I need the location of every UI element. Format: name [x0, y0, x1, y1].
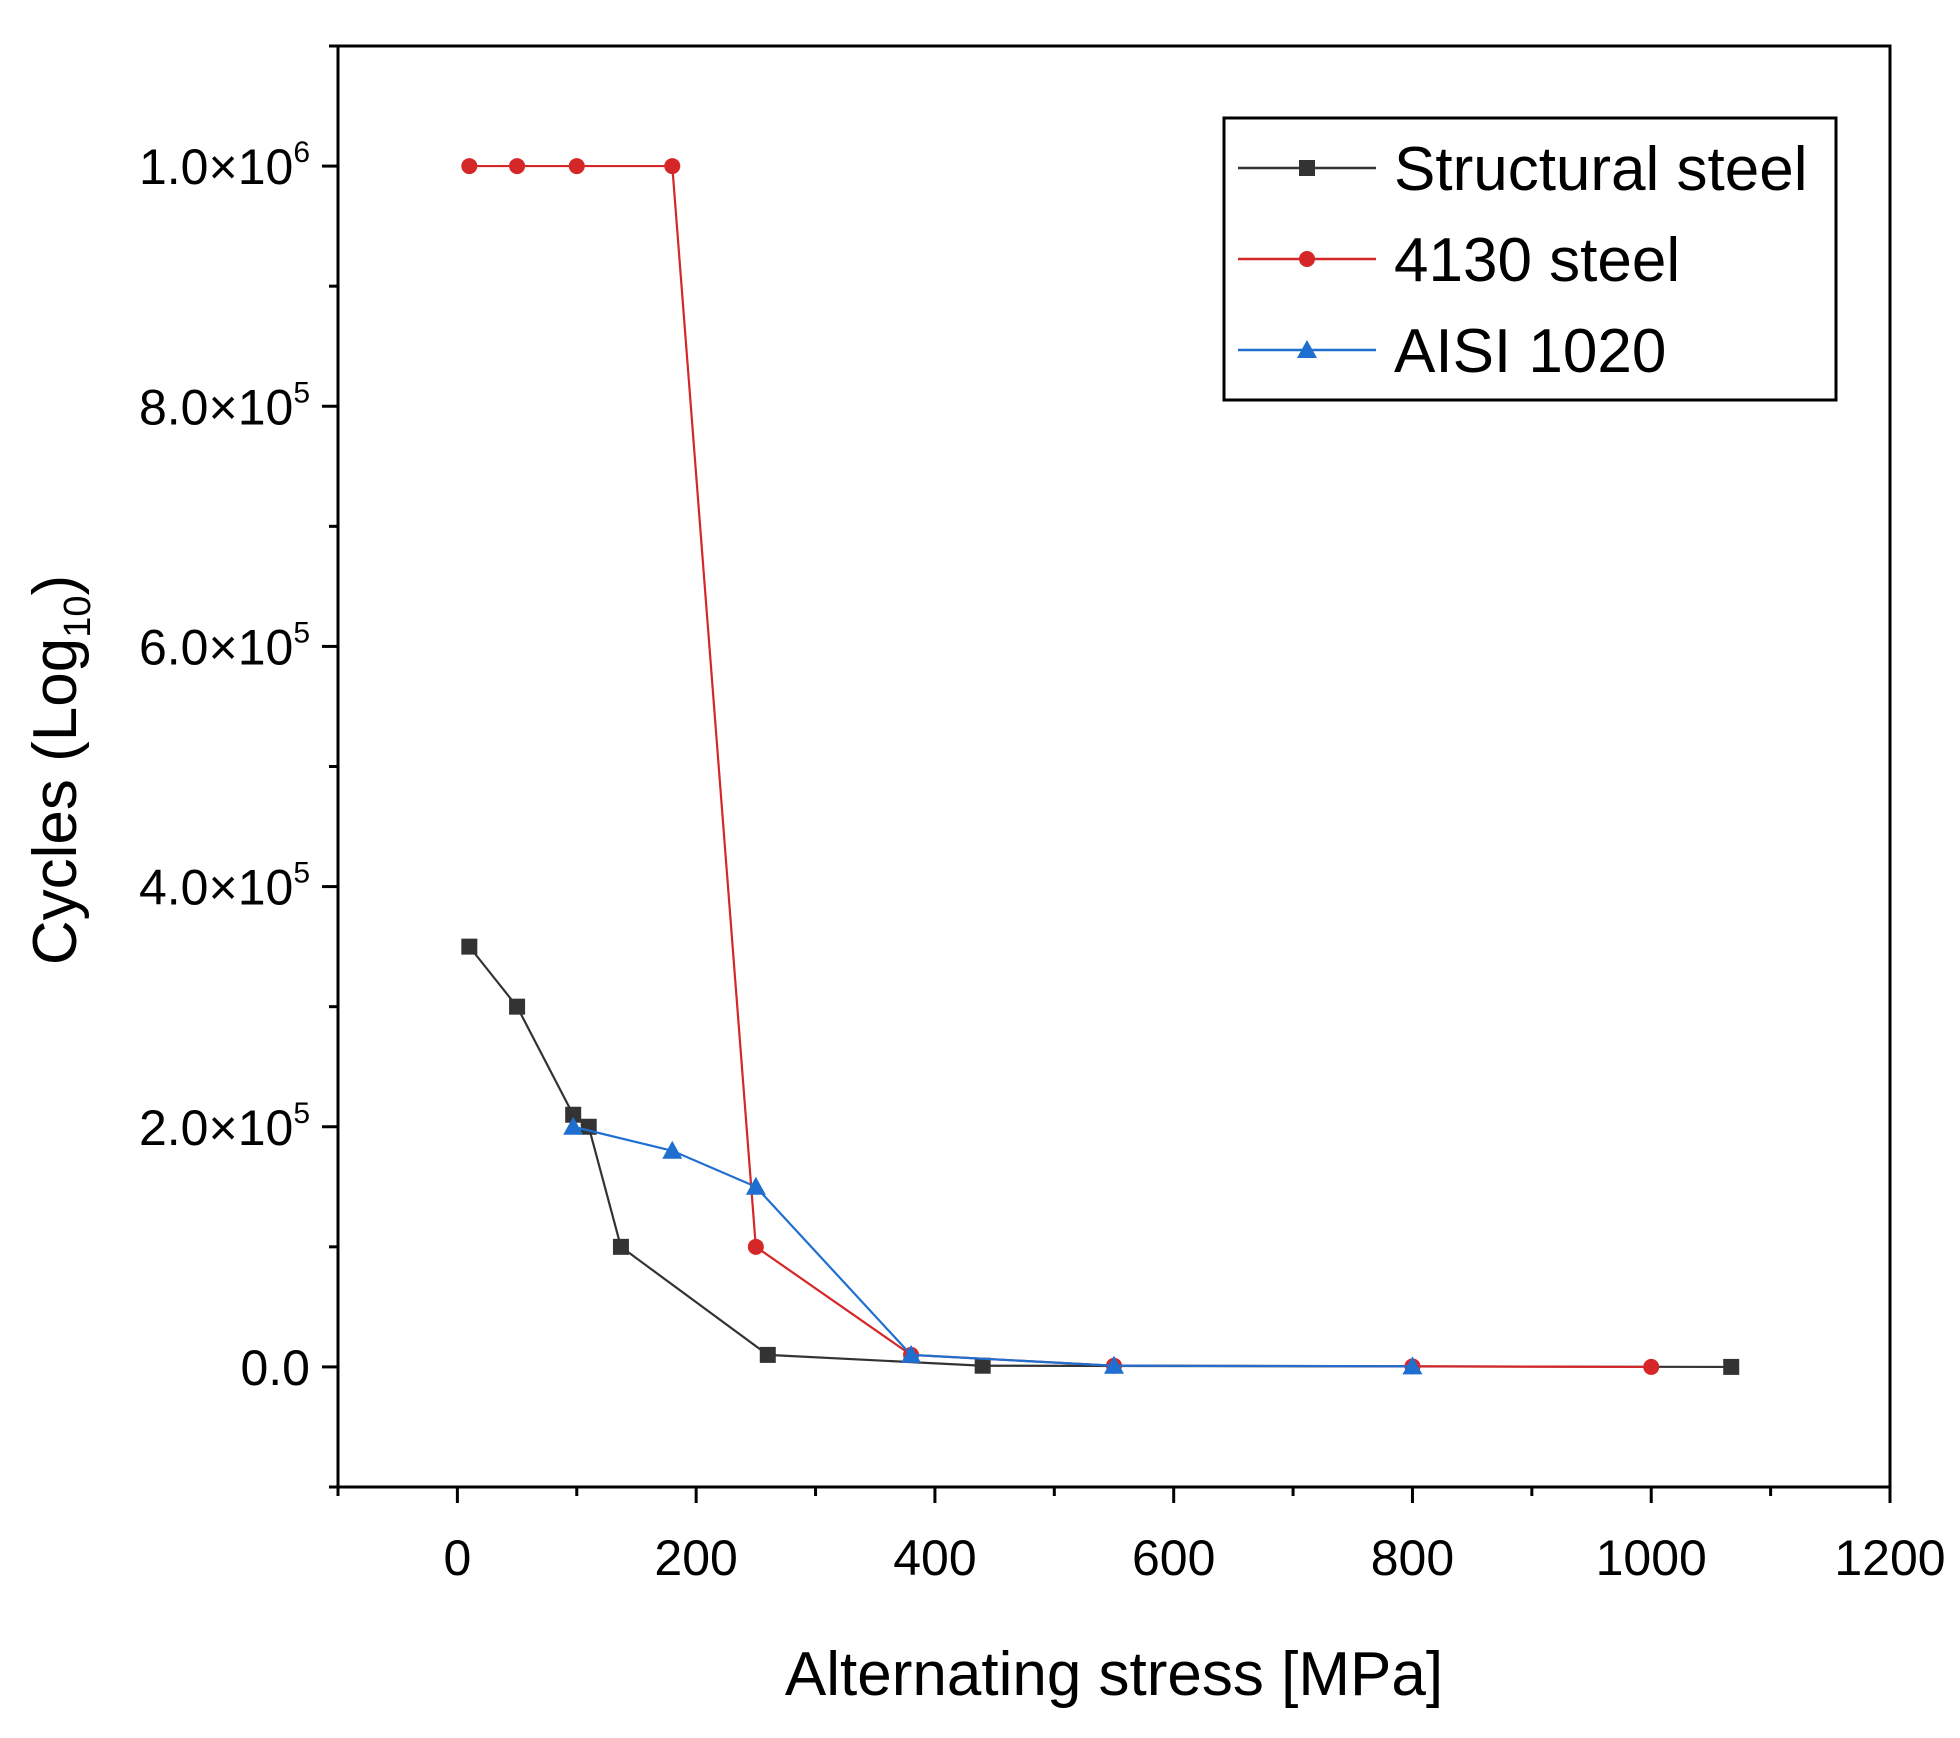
data-point	[664, 158, 681, 175]
data-point	[747, 1238, 764, 1255]
x-tick-label: 800	[1371, 1530, 1454, 1586]
legend-marker	[1299, 160, 1315, 176]
series-line	[468, 945, 1732, 1369]
data-point	[1643, 1358, 1660, 1375]
data-point	[509, 158, 526, 175]
y-tick-label: 2.0×105	[139, 1097, 310, 1156]
series-line	[572, 1125, 1413, 1368]
legend-label: 4130 steel	[1394, 226, 1680, 295]
data-point	[974, 1357, 991, 1374]
data-point	[565, 1106, 582, 1123]
data-point	[461, 158, 478, 175]
legend-marker	[1297, 340, 1317, 358]
x-tick-label: 600	[1132, 1530, 1215, 1586]
legend: Structural steel 4130 steel AISI 1020	[1222, 116, 1838, 402]
x-tick-label: 1000	[1596, 1530, 1707, 1586]
x-tick-label: 200	[654, 1530, 737, 1586]
y-axis-title: Cycles (Log10)	[21, 575, 99, 965]
data-point	[662, 1140, 683, 1159]
data-point	[568, 158, 585, 175]
data-point	[563, 1116, 584, 1135]
series-2	[563, 1116, 1423, 1375]
data-point	[1402, 1356, 1423, 1375]
legend-label: Structural steel	[1394, 135, 1808, 204]
series-0	[461, 938, 1740, 1375]
y-tick-label: 1.0×106	[139, 136, 310, 195]
x-tick-label: 1200	[1834, 1530, 1945, 1586]
x-tick-label: 400	[893, 1530, 976, 1586]
data-point	[509, 998, 526, 1015]
y-axis-title-close: )	[21, 575, 90, 596]
data-point	[901, 1344, 922, 1363]
data-point	[1104, 1355, 1124, 1374]
y-tick-label: 4.0×105	[139, 857, 310, 916]
legend-label: AISI 1020	[1394, 317, 1666, 386]
y-tick-label: 0.0	[240, 1340, 310, 1396]
y-tick-label: 8.0×105	[139, 376, 310, 435]
data-point	[759, 1346, 776, 1363]
legend-marker	[1299, 251, 1315, 267]
series-layer	[461, 158, 1740, 1375]
x-tick-label: 0	[443, 1530, 471, 1586]
x-axis-title: Alternating stress [MPa]	[785, 1640, 1443, 1709]
y-axis-title-main: Cycles (Log	[21, 638, 90, 965]
y-axis-title-subscript: 10	[57, 596, 99, 638]
y-tick-label: 6.0×105	[139, 616, 310, 675]
axis-ticks: 0 200 400 600 800 1000 1200 0.0 2.0×105 4.0×105 6.…	[139, 44, 1946, 1586]
data-point	[1723, 1358, 1740, 1375]
data-point	[745, 1176, 766, 1195]
data-point	[612, 1238, 629, 1255]
data-point	[461, 938, 478, 955]
